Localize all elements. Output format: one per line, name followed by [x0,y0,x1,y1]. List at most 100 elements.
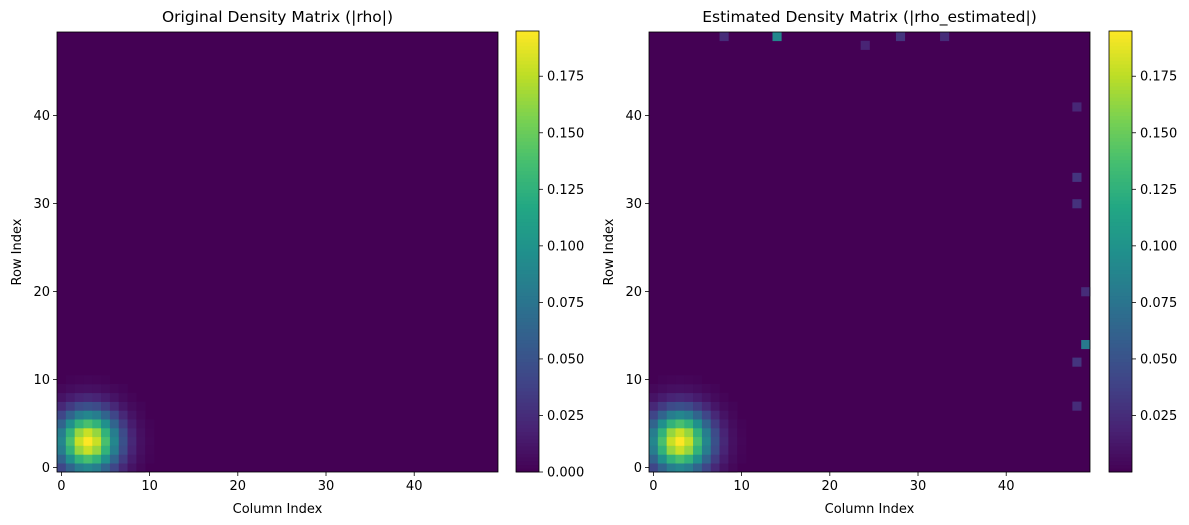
heatmap-cell [101,384,111,394]
colorbar-frame [515,30,540,473]
heatmap-cell [675,463,685,473]
colorbar-segment [1109,431,1132,436]
colorbar-segment [516,460,539,466]
heatmap-cell [710,384,720,394]
colorbar-segment [516,277,539,282]
x-tick-label: 20 [822,479,839,494]
heatmap-cell [83,436,93,446]
colorbar-segment [1109,266,1132,271]
heatmap-cell [701,419,712,429]
colorbar-segment [516,299,539,304]
colorbar-segment [1109,115,1132,120]
heatmap-cell [675,375,685,385]
colorbar-segment [1109,222,1132,227]
colorbar-segment [516,380,539,385]
colorbar-segment [516,244,539,249]
colorbar-segment [516,38,539,43]
colorbar-segment [1109,365,1132,370]
heatmap-cell [74,410,84,420]
colorbar-segment [1109,325,1132,330]
colorbar-segment [516,34,539,39]
colorbar-segment [1109,277,1132,282]
colorbar-segment [1109,67,1132,72]
colorbar-segment [516,449,539,455]
heatmap-cell [136,401,146,411]
x-tick-label: 40 [998,479,1015,494]
colorbar-segment [516,31,539,36]
colorbar-segment [516,174,539,179]
heatmap-cell [65,410,75,420]
heatmap-cell [136,410,146,420]
heatmap-cell [719,463,729,473]
colorbar-segment [516,328,539,333]
heatmap-cell [675,384,685,394]
colorbar-segment [1109,424,1132,429]
colorbar-segment [1109,339,1132,344]
heatmap-cell [666,410,676,420]
colorbar-segment [516,56,539,61]
colorbar: 0.025 0.050 0.075 0.100 0.125 0.150 0.175 [1108,30,1177,473]
heatmap-cell [92,401,102,411]
heatmap-cell [65,454,75,464]
heatmap-cell [118,428,128,438]
colorbar-segment [516,207,539,212]
colorbar-segment [1109,464,1132,469]
colorbar-segment [1109,225,1132,230]
colorbar-tick-label: 0.050 [1140,352,1177,367]
colorbar-segment [516,424,539,429]
colorbar-segment [516,49,539,54]
colorbar-segment [516,310,539,315]
y-tick-label: 10 [625,373,642,388]
heatmap-cell [693,384,703,394]
colorbar-tick-label: 0.125 [1140,183,1177,198]
colorbar-segment [516,159,539,164]
colorbar-segment [1109,111,1132,116]
heatmap-cell [684,401,694,411]
heatmap-cell [728,410,738,420]
colorbar-segment [1109,170,1132,175]
heatmap-cell [1072,102,1082,112]
heatmap-cell [65,428,75,438]
colorbar-segment [1109,86,1132,91]
heatmap-cell [684,419,694,429]
heatmap-cell [127,445,137,455]
colorbar-segment [516,93,539,98]
colorbar-segment [1109,185,1132,190]
colorbar-segment [1109,82,1132,87]
colorbar-segment [516,163,539,168]
heatmap-cell [675,445,685,455]
colorbar-segment [1109,380,1132,385]
colorbar-segment [1109,31,1132,36]
colorbar-segment [516,468,539,473]
colorbar-segment [516,280,539,285]
colorbar-segment [516,60,539,65]
heatmap-cell [649,419,659,429]
colorbar-segment [1109,144,1132,150]
heatmap-cell [1072,199,1082,209]
heatmap-cell [719,445,729,455]
heatmap-cell [57,392,67,402]
heatmap-cell [719,436,729,446]
colorbar-segment [1109,306,1132,311]
colorbar-segment [516,336,539,341]
colorbar-tick-label: 0.150 [1140,126,1177,141]
colorbar-segment [1109,394,1132,399]
heatmap-cell [136,463,146,473]
colorbar-segment [516,115,539,120]
heatmap-cell [118,401,128,411]
heatmap-cell [65,375,75,385]
colorbar-segment [1109,420,1132,425]
colorbar-segment [516,365,539,370]
heatmap-cell [127,454,137,464]
heatmap-cell [710,419,720,429]
colorbar-segment [1109,244,1132,249]
colorbar-segment [1109,97,1132,102]
colorbar-segment [516,438,539,444]
heatmap-cell [657,384,667,394]
colorbar-segment [1109,391,1132,396]
heatmap-cell [701,463,712,473]
colorbar-segment [1109,387,1132,392]
heatmap-cell [701,454,712,464]
heatmap-cell [1072,357,1082,367]
heatmap-cell [127,428,137,438]
